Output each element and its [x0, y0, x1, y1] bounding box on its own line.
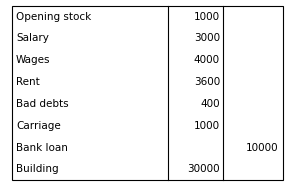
Text: 30000: 30000 [187, 164, 220, 174]
Text: Wages: Wages [16, 55, 50, 65]
Text: Salary: Salary [16, 33, 49, 43]
Text: 3000: 3000 [194, 33, 220, 43]
Text: 3600: 3600 [194, 77, 220, 87]
Text: 1000: 1000 [194, 121, 220, 131]
Text: 4000: 4000 [194, 55, 220, 65]
Text: Rent: Rent [16, 77, 40, 87]
Text: Bank loan: Bank loan [16, 143, 68, 153]
Text: Carriage: Carriage [16, 121, 61, 131]
Text: 10000: 10000 [246, 143, 279, 153]
Text: Opening stock: Opening stock [16, 12, 91, 22]
Text: 1000: 1000 [194, 12, 220, 22]
Text: 400: 400 [200, 99, 220, 109]
Text: Bad debts: Bad debts [16, 99, 68, 109]
Text: Building: Building [16, 164, 58, 174]
